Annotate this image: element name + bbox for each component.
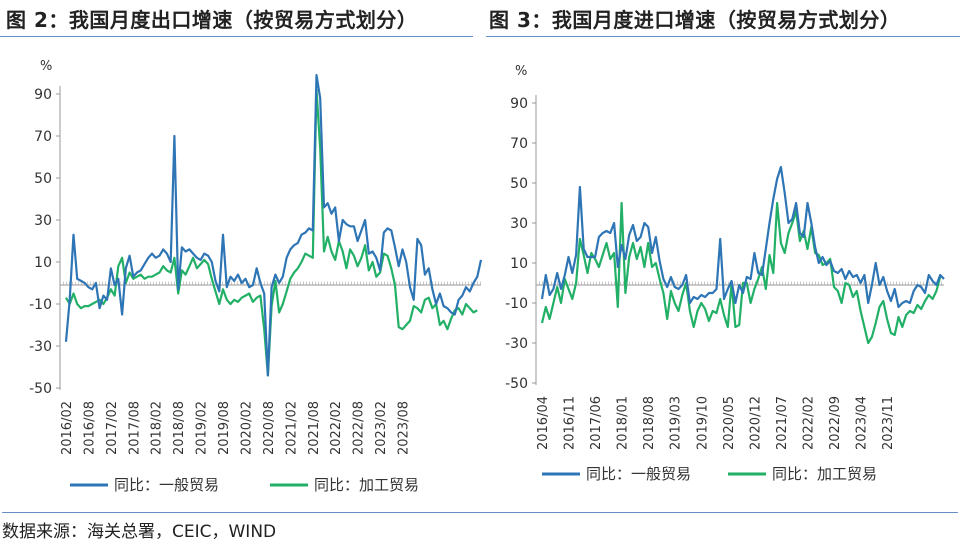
- chart-imports: % 90 70 50 30 10 -10 -30 -50 2016/04 2016/11 2017/0…: [505, 64, 945, 483]
- y-tick-label: -10: [29, 297, 52, 313]
- x-tick-label: 2021/08: [307, 401, 322, 455]
- x-tick-label: 2019/02: [195, 401, 210, 455]
- y-tick-label: -30: [29, 339, 52, 355]
- x-tick-label: 2022/02: [329, 401, 344, 455]
- x-tick-label: 2019/08: [217, 401, 232, 455]
- x-tick-label: 2023/02: [374, 401, 389, 455]
- x-tick-label: 2020/05: [722, 396, 737, 450]
- y-tick-label: 10: [34, 255, 52, 271]
- legend-label-general: 同比：一般贸易: [586, 465, 691, 483]
- x-tick-label: 2017/06: [589, 396, 604, 450]
- x-tick-label: 2021/07: [775, 396, 790, 450]
- x-tick-label: 2017/02: [105, 401, 120, 455]
- x-tick-label: 2022/02: [801, 396, 816, 450]
- x-tick-label: 2017/08: [127, 401, 142, 455]
- charts-canvas: % 90 70 50 30 10 -10 -30 -50 2016/02 2016/08 2017/0…: [29, 59, 945, 494]
- x-tick-label: 2020/12: [748, 396, 763, 450]
- x-tick-label: 2023/08: [396, 401, 411, 455]
- y-tick-label: -30: [505, 336, 528, 352]
- x-tick-label: 2023/04: [855, 396, 870, 450]
- series-line-processing-trade: [540, 201, 942, 345]
- y-tick-label: -50: [505, 376, 528, 392]
- x-tick-label: 2019/10: [695, 396, 710, 450]
- y-tick-label: 30: [34, 213, 52, 229]
- y-tick-label: -10: [505, 296, 528, 312]
- legend-label-processing: 同比：加工贸易: [314, 476, 419, 494]
- y-tick-label: 50: [510, 176, 528, 192]
- y-unit-label: %: [40, 59, 52, 74]
- x-tick-label: 2018/01: [616, 396, 631, 450]
- series-line-processing-trade: [65, 88, 478, 377]
- x-tick-label: 2016/04: [536, 396, 551, 450]
- y-tick-label: 90: [510, 96, 528, 112]
- y-tick-label: 30: [510, 216, 528, 232]
- y-tick-label: -50: [29, 381, 52, 397]
- y-tick-label: 50: [34, 171, 52, 187]
- x-tick-label: 2018/08: [172, 401, 187, 455]
- y-unit-label: %: [515, 64, 527, 79]
- x-tick-label: 2023/11: [881, 396, 896, 450]
- right-chart-title: 图 3：我国月度进口增速（按贸易方式划分）: [489, 8, 901, 32]
- x-tick-label: 2022/08: [352, 401, 367, 455]
- x-tick-label: 2019/03: [669, 396, 684, 450]
- legend-label-general: 同比：一般贸易: [114, 476, 219, 494]
- left-chart-title: 图 2：我国月度出口增速（按贸易方式划分）: [6, 8, 418, 32]
- x-tick-label: 2018/02: [150, 401, 165, 455]
- y-tick-label: 70: [34, 129, 52, 145]
- right-title-divider: [486, 36, 960, 37]
- x-tick-label: 2016/08: [82, 401, 97, 455]
- y-tick-label: 70: [510, 136, 528, 152]
- legend-label-processing: 同比：加工贸易: [772, 465, 877, 483]
- x-tick-label: 2022/09: [828, 396, 843, 450]
- x-tick-label: 2020/02: [239, 401, 254, 455]
- x-tick-label: 2021/02: [284, 401, 299, 455]
- left-title-divider: [0, 36, 473, 37]
- x-tick-label: 2018/08: [642, 396, 657, 450]
- series-line-general-trade: [64, 73, 483, 377]
- x-tick-label: 2016/11: [563, 396, 578, 450]
- x-tick-label: 2020/08: [262, 401, 277, 455]
- y-tick-label: 10: [510, 256, 528, 272]
- x-tick-label: 2016/02: [60, 401, 75, 455]
- source-note: 数据来源：海关总署，CEIC，WIND: [2, 512, 958, 542]
- chart-exports: % 90 70 50 30 10 -10 -30 -50 2016/02 2016/08 2017/0…: [29, 59, 483, 494]
- y-tick-label: 90: [34, 87, 52, 103]
- series-line-general-trade: [540, 165, 945, 309]
